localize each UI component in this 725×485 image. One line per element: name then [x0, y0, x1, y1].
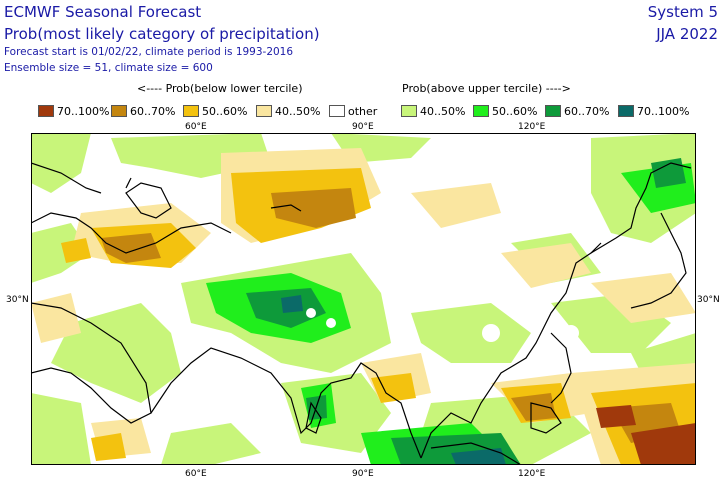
legend-swatch [256, 105, 272, 117]
legend-label: other [348, 104, 378, 118]
legend-item-below-60-70: 60..70% [111, 104, 175, 118]
legend-above-header: Prob(above upper tercile) ----> [402, 82, 571, 95]
legend-below-header: <---- Prob(below lower tercile) [137, 82, 303, 95]
legend-swatch [545, 105, 561, 117]
legend-label: 60..70% [130, 104, 176, 118]
lat-tick-right-30n: 30°N [697, 295, 720, 305]
legend-label: 50..60% [202, 104, 248, 118]
legend-label: 70..100% [637, 104, 690, 118]
season-label: JJA 2022 [656, 25, 718, 43]
legend-item-below-40-50: 40..50% [256, 104, 320, 118]
coastlines [31, 162, 692, 465]
legend-item-above-70-100: 70..100% [618, 104, 689, 118]
legend-item-below-50-60: 50..60% [183, 104, 247, 118]
lon-tick-bottom-60e: 60°E [185, 469, 207, 479]
forecast-start-text: Forecast start is 01/02/22, climate peri… [4, 46, 294, 58]
legend-swatch [38, 105, 54, 117]
lon-tick-bottom-90e: 90°E [352, 469, 374, 479]
other-speckles [84, 185, 579, 423]
lon-tick-top-90e: 90°E [352, 122, 374, 132]
system-label: System 5 [647, 3, 718, 21]
legend-item-above-60-70: 60..70% [545, 104, 609, 118]
map-subtitle: Prob(most likely category of precipitati… [4, 25, 320, 43]
legend-swatch [111, 105, 127, 117]
legend-item-above-50-60: 50..60% [473, 104, 537, 118]
legend-item-other: other [329, 104, 377, 118]
ensemble-size-text: Ensemble size = 51, climate size = 600 [4, 62, 213, 74]
legend-label: 50..60% [492, 104, 538, 118]
below-70-100-areas [596, 405, 696, 465]
legend-label: 70..100% [57, 104, 110, 118]
lon-tick-bottom-120e: 120°E [518, 469, 546, 479]
legend-label: 40..50% [420, 104, 466, 118]
precipitation-map [31, 133, 696, 465]
lat-tick-left-30n: 30°N [6, 295, 29, 305]
legend-label: 60..70% [564, 104, 610, 118]
legend-swatch [329, 105, 345, 117]
legend-item-above-40-50: 40..50% [401, 104, 465, 118]
legend-label: 40..50% [275, 104, 321, 118]
probability-fields [31, 133, 696, 465]
above-70-100-areas [281, 295, 506, 465]
lon-tick-top-120e: 120°E [518, 122, 546, 132]
legend-swatch [401, 105, 417, 117]
legend-swatch [473, 105, 489, 117]
lon-tick-top-60e: 60°E [185, 122, 207, 132]
legend-swatch [618, 105, 634, 117]
legend-item-below-70-100: 70..100% [38, 104, 109, 118]
map-frame [31, 133, 696, 465]
map-title: ECMWF Seasonal Forecast [4, 3, 202, 21]
legend-swatch [183, 105, 199, 117]
